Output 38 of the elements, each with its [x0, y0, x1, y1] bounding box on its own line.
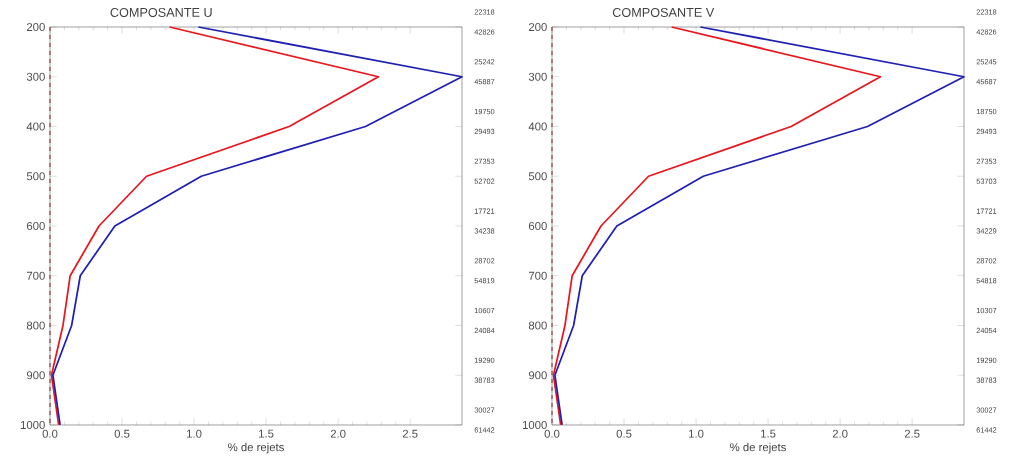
y-tick-label: 900	[528, 371, 547, 380]
x-tick-label: 2.5	[904, 429, 920, 438]
chart-title: COMPOSANTE V	[612, 7, 715, 17]
y-tick-label: 400	[26, 122, 45, 131]
x-tick-label: 1.5	[259, 429, 274, 438]
y-tick-label: 400	[528, 122, 547, 131]
line-series	[52, 26, 463, 426]
y-tick-label: 700	[26, 271, 45, 280]
y-tick-label: 700	[528, 271, 547, 280]
y-tick-label: 500	[26, 172, 45, 181]
x-tick-label: 0.5	[114, 429, 130, 438]
x-tick-label: 1.0	[689, 429, 704, 438]
y-tick-label: 300	[528, 72, 547, 81]
x-tick-label: 2.0	[832, 429, 848, 438]
x-axis-title: % de rejets	[730, 442, 786, 454]
y-tick-label: 600	[26, 221, 45, 230]
x-tick-label: 1.5	[761, 429, 776, 438]
y-tick-label: 1000	[522, 420, 547, 429]
y-tick-label: 900	[26, 371, 45, 380]
y-tick-label: 600	[528, 221, 547, 230]
y-tick-label: 200	[528, 23, 547, 31]
y-tick-label: 1000	[20, 420, 45, 429]
x-tick-label: 1.0	[187, 429, 202, 438]
line-series	[554, 26, 965, 426]
y-tick-label: 200	[26, 23, 45, 31]
x-tick-label: 0.0	[42, 429, 58, 438]
line-series	[552, 26, 882, 426]
line-series	[50, 26, 380, 426]
x-tick-label: 2.0	[330, 429, 346, 438]
x-tick-label: 2.5	[402, 429, 418, 438]
y-tick-label: 500	[528, 172, 547, 181]
x-axis-title: % de rejets	[228, 442, 284, 454]
x-tick-label: 0.0	[544, 429, 560, 438]
y-tick-label: 800	[26, 321, 45, 330]
x-tick-label: 0.5	[616, 429, 632, 438]
y-tick-label: 300	[26, 72, 45, 81]
chart-title: COMPOSANTE U	[110, 7, 212, 17]
y-tick-label: 800	[528, 321, 547, 330]
